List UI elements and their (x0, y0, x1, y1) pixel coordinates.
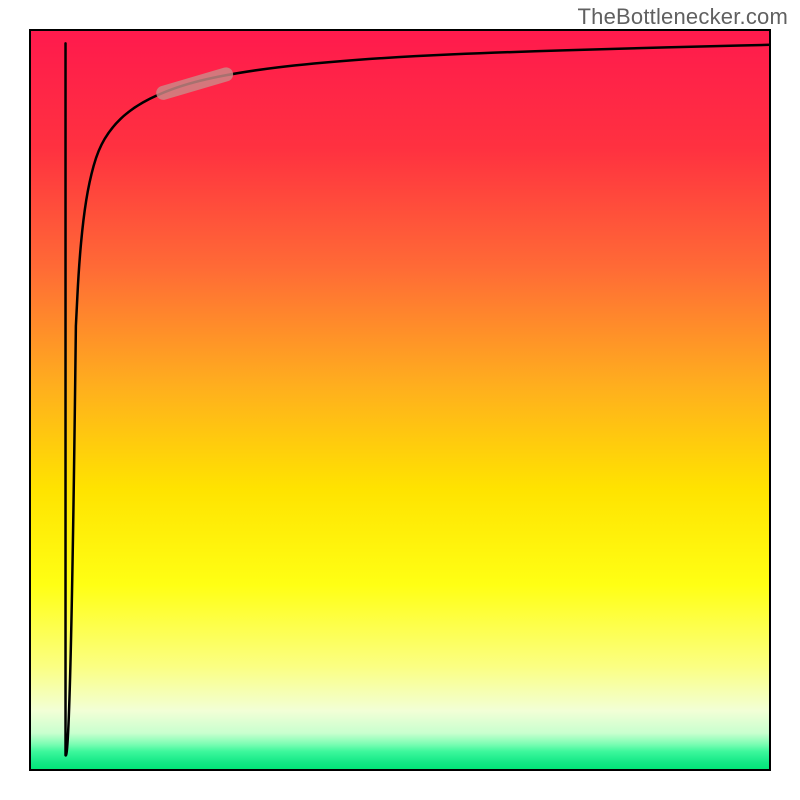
gradient-background (30, 30, 770, 770)
chart-container: TheBottlenecker.com (0, 0, 800, 800)
bottleneck-chart (0, 0, 800, 800)
attribution-label: TheBottlenecker.com (578, 4, 788, 30)
